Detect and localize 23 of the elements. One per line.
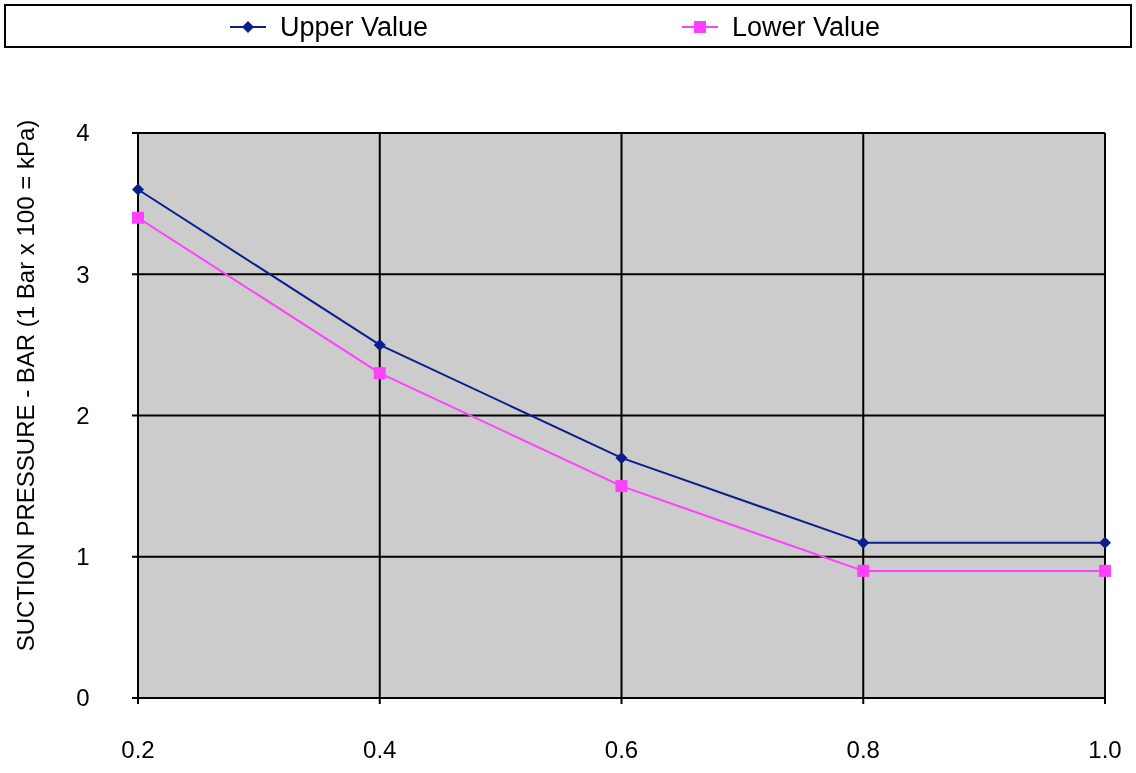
- point: [857, 536, 870, 549]
- y-tick-label: 2: [76, 401, 90, 429]
- point: [615, 480, 628, 493]
- x-tick-label: 0.4: [363, 736, 397, 763]
- y-tick-label: 0: [76, 684, 90, 712]
- x-tick-label: 0.6: [604, 736, 639, 763]
- legend-label: Upper Value: [280, 12, 429, 43]
- point: [373, 338, 386, 351]
- point: [615, 451, 628, 464]
- point: [373, 367, 386, 380]
- y-tick-label: 3: [76, 260, 90, 288]
- y-tick-label: 1: [76, 543, 90, 571]
- y-tick-label: 4: [76, 119, 90, 147]
- point: [132, 183, 144, 196]
- y-axis-title: SUCTION PRESSURE - BAR (1 Bar x 100 = kPa): [12, 119, 39, 652]
- x-tick-label: 0.2: [121, 736, 155, 763]
- point: [132, 211, 144, 224]
- x-tick-label: 1.0: [1088, 736, 1122, 763]
- x-tick-label: 0.8: [846, 736, 880, 763]
- point: [1099, 536, 1111, 549]
- point: [857, 564, 870, 577]
- legend-label: Lower Value: [732, 12, 881, 43]
- point: [1099, 564, 1111, 577]
